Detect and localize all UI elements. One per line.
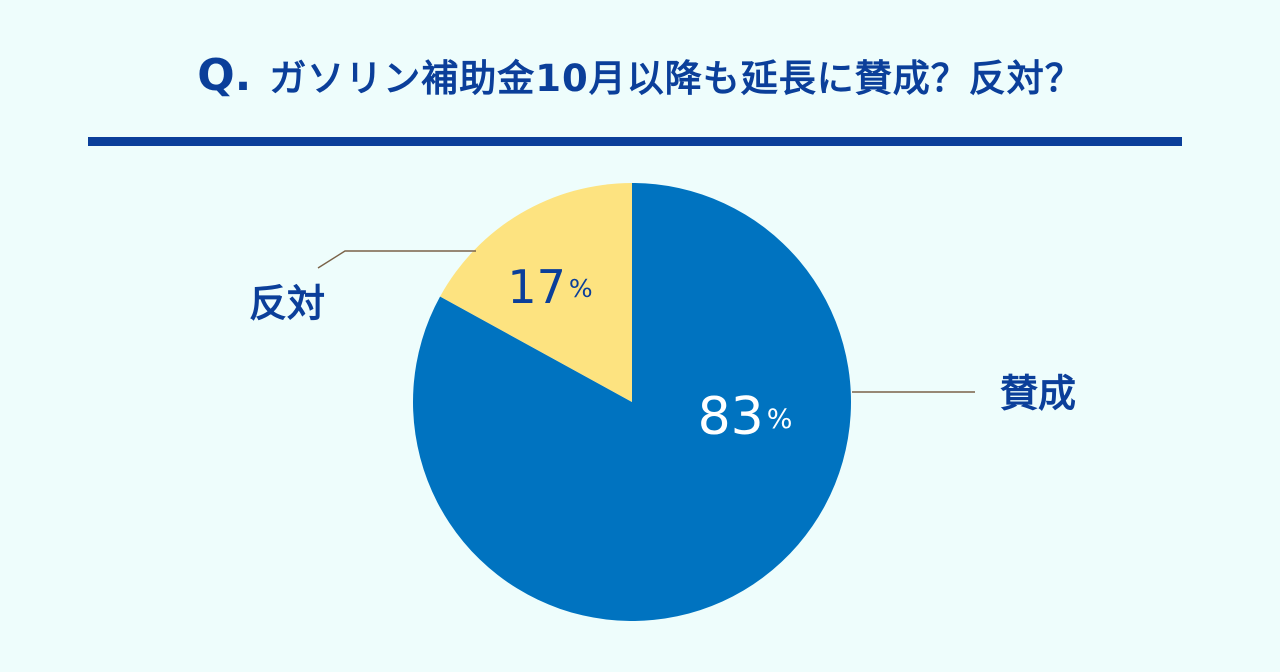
category-label-1: 反対 bbox=[249, 282, 325, 326]
page-title: ガソリン補助金10月以降も延長に賛成？反対？ bbox=[269, 57, 1083, 100]
pie-slice-1 bbox=[440, 183, 632, 402]
data-label-value-0: 83 bbox=[698, 387, 764, 447]
chart-header: Q. ガソリン補助金10月以降も延長に賛成？反対？ bbox=[0, 48, 1280, 102]
data-label-value-1: 17 bbox=[507, 260, 566, 314]
question-mark-label: Q. bbox=[197, 49, 252, 101]
data-label-unit-0: % bbox=[767, 404, 793, 435]
data-label-1: 17% bbox=[507, 260, 592, 314]
leader-line-1 bbox=[317, 250, 476, 269]
title-divider bbox=[88, 137, 1182, 146]
data-label-unit-1: % bbox=[569, 274, 593, 303]
data-label-0: 83% bbox=[698, 387, 793, 447]
category-label-0: 賛成 bbox=[1000, 372, 1076, 416]
